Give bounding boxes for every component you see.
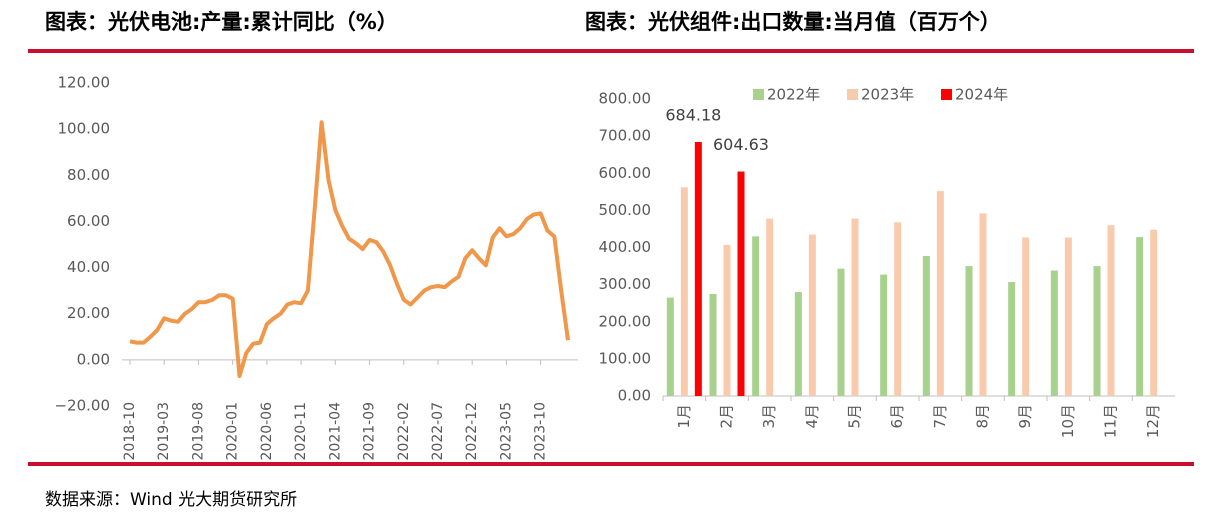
y-tick-label: 60.00 (67, 212, 110, 230)
data-label: 604.63 (713, 135, 769, 154)
y-tick-label: 120.00 (58, 74, 111, 92)
bar (837, 268, 845, 396)
bar (666, 297, 674, 396)
line (129, 120, 570, 378)
x-tick-label: 1月 (675, 404, 693, 429)
chart-title: 图表：光伏电池:产量:累计同比（%） (45, 10, 398, 34)
legend-label: 2022年 (767, 86, 820, 104)
rule (28, 49, 1194, 53)
bar (680, 187, 688, 396)
x-tick-label: 11月 (1102, 404, 1120, 438)
legend-label: 2024年 (955, 86, 1008, 104)
y-tick-label: 40.00 (67, 258, 110, 276)
x-tick-label: 2020-11 (293, 402, 309, 461)
rule (28, 462, 1194, 466)
y-tick-label: 80.00 (67, 166, 110, 184)
chart-title: 图表：光伏组件:出口数量:当月值（百万个） (585, 10, 1001, 34)
y-tick-label: 100.00 (599, 349, 652, 367)
bar (880, 274, 888, 396)
x-tick-label: 4月 (803, 404, 821, 429)
source: 数据来源：Wind 光大期货研究所 (45, 490, 297, 510)
x-tick-label: 2020-01 (225, 402, 241, 461)
bar (1136, 237, 1144, 396)
x-tick-label: 9月 (1016, 404, 1034, 429)
bar (723, 244, 731, 396)
x-tick-label: 2022-02 (396, 402, 412, 461)
bar (752, 236, 760, 396)
y-tick-label: 800.00 (599, 90, 652, 108)
x-tick-label: 5月 (846, 404, 864, 429)
y-tick-label: 700.00 (599, 127, 652, 145)
data-label: 684.18 (665, 105, 721, 124)
bar (1093, 266, 1101, 396)
bar (979, 213, 987, 396)
y-tick-label: 100.00 (58, 120, 111, 138)
legend-swatch (941, 89, 952, 100)
bar (936, 191, 944, 396)
x-tick-label: 2022-07 (430, 402, 446, 461)
bar (922, 256, 930, 396)
legend-swatch (847, 89, 858, 100)
x-tick-label: 2019-08 (190, 402, 206, 461)
bar (1150, 229, 1158, 396)
bar (737, 171, 745, 396)
bar (794, 292, 802, 396)
x-tick-label: 2018-10 (122, 402, 138, 461)
x-tick-label: 2022-12 (464, 402, 480, 461)
x-tick-label: 2021-09 (362, 402, 378, 461)
x-tick-label: 8月 (974, 404, 992, 429)
x-tick-label: 6月 (888, 404, 906, 429)
y-tick-label: 500.00 (599, 201, 652, 219)
y-tick-label: 600.00 (599, 164, 652, 182)
bar (1008, 282, 1016, 396)
x-tick-label: 10月 (1059, 404, 1077, 438)
bar (1107, 225, 1115, 396)
bar (894, 222, 902, 396)
bar (965, 266, 973, 396)
bar (1064, 237, 1072, 396)
y-tick-label: 300.00 (599, 275, 652, 293)
y-tick-label: 0.00 (77, 350, 110, 368)
x-tick-label: 7月 (931, 404, 949, 429)
x-tick-label: 2019-03 (156, 402, 172, 461)
x-tick-label: 3月 (760, 404, 778, 429)
x-tick-label: 2023-05 (498, 402, 514, 461)
bar (851, 218, 859, 396)
x-tick-label: 2023-10 (533, 402, 549, 461)
bar (1050, 270, 1058, 396)
y-tick-label: 200.00 (599, 312, 652, 330)
legend-label: 2023年 (861, 86, 914, 104)
x-tick-label: 2020-06 (259, 402, 275, 461)
bar (694, 141, 702, 396)
x-tick-label: 2021-04 (327, 402, 343, 461)
y-tick-label: 400.00 (599, 238, 652, 256)
bar (808, 234, 816, 396)
x-tick-label: 12月 (1144, 404, 1162, 438)
x-tick-label: 2月 (718, 404, 736, 429)
bar (709, 293, 717, 396)
y-tick-label: 20.00 (67, 304, 110, 322)
legend-swatch (753, 89, 764, 100)
bar (1022, 237, 1030, 396)
y-tick-label: −20.00 (54, 397, 110, 415)
bar (766, 218, 774, 396)
y-tick-label: 0.00 (618, 387, 651, 405)
